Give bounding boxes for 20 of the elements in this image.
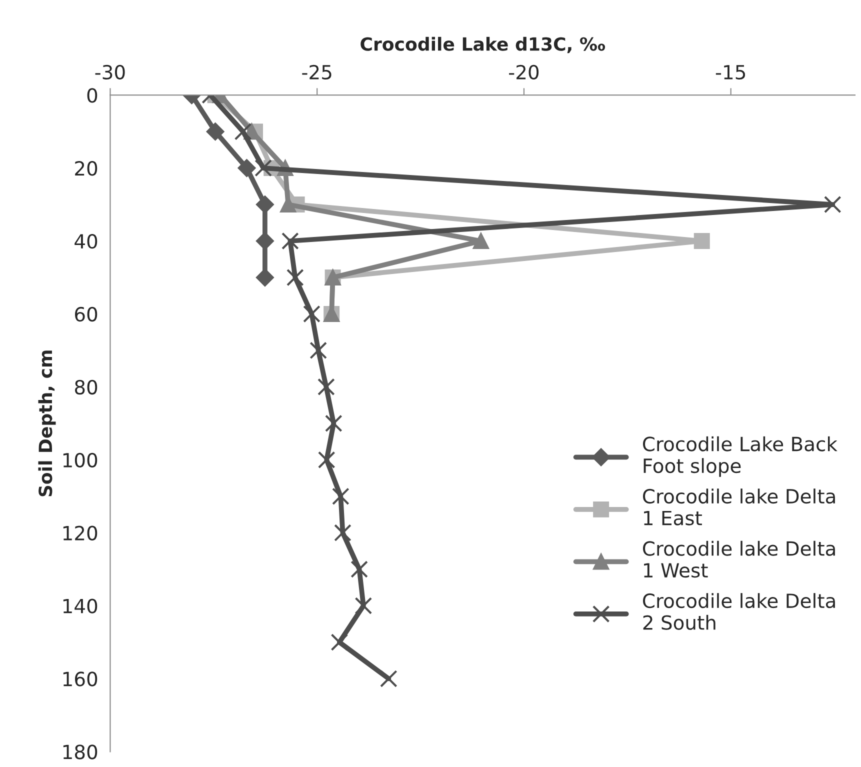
legend-label: Crocodile lake Delta 1 East [642, 488, 835, 526]
legend-label: Crocodile lake Delta 2 South [642, 593, 835, 630]
x-tick-label: -15 [716, 65, 746, 80]
x-tick-label: -25 [302, 64, 332, 80]
x-tick-label: -30 [95, 64, 125, 80]
legend-label: Crocodile lake Delta 1 West [642, 540, 835, 578]
y-tick-label: 40 [74, 234, 98, 249]
y-tick-label: 0 [87, 88, 98, 103]
y-tick-label: 20 [75, 161, 98, 176]
y-axis-title: Soil Depth, cm [38, 350, 56, 496]
x-axis-title: Crocodile Lake d13C, ‰ [360, 36, 606, 54]
y-tick-label: 100 [63, 452, 98, 468]
y-tick-label: 120 [63, 526, 98, 540]
legend-label: Crocodile Lake Back Foot slope [642, 436, 838, 477]
y-tick-label: 140 [63, 598, 98, 614]
y-tick-label: 160 [63, 672, 98, 686]
y-tick-label: 180 [63, 744, 98, 760]
x-tick-label: -20 [509, 64, 539, 80]
y-tick-label: 80 [74, 380, 98, 395]
y-tick-label: 60 [75, 306, 98, 322]
